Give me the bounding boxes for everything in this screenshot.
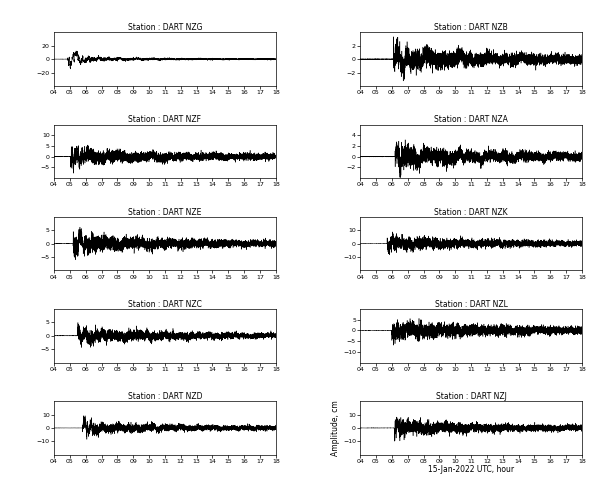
Title: Station : DART NZL: Station : DART NZL — [434, 300, 508, 309]
Title: Station : DART NZC: Station : DART NZC — [128, 300, 202, 309]
Title: Station : DART NZF: Station : DART NZF — [128, 115, 202, 124]
Title: Station : DART NZA: Station : DART NZA — [434, 115, 508, 124]
Title: Station : DART NZB: Station : DART NZB — [434, 23, 508, 32]
Y-axis label: Amplitude, cm: Amplitude, cm — [331, 400, 340, 456]
Title: Station : DART NZG: Station : DART NZG — [128, 23, 202, 32]
Title: Station : DART NZD: Station : DART NZD — [128, 392, 202, 401]
Title: Station : DART NZE: Station : DART NZE — [128, 208, 202, 217]
Title: Station : DART NZK: Station : DART NZK — [434, 208, 508, 217]
X-axis label: 15-Jan-2022 UTC, hour: 15-Jan-2022 UTC, hour — [428, 465, 514, 474]
Title: Station : DART NZJ: Station : DART NZJ — [436, 392, 506, 401]
